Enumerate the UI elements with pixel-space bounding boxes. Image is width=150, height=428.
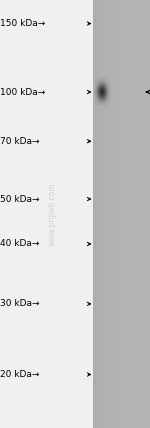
Text: 50 kDa→: 50 kDa→ — [0, 194, 39, 204]
Bar — [145, 0, 146, 428]
Text: 40 kDa→: 40 kDa→ — [0, 239, 39, 249]
Bar — [122, 0, 123, 428]
Bar — [128, 0, 129, 428]
Bar — [95, 0, 96, 428]
Bar — [106, 0, 107, 428]
Bar — [107, 0, 108, 428]
Bar — [132, 0, 133, 428]
Bar — [124, 0, 125, 428]
Bar — [112, 0, 113, 428]
Bar — [108, 0, 109, 428]
Bar — [149, 0, 150, 428]
Bar — [116, 0, 117, 428]
Text: 20 kDa→: 20 kDa→ — [0, 370, 39, 379]
Bar — [129, 0, 130, 428]
Text: 100 kDa→: 100 kDa→ — [0, 87, 45, 97]
Bar — [104, 0, 105, 428]
Bar — [98, 0, 99, 428]
Bar — [126, 0, 127, 428]
Bar — [147, 0, 148, 428]
Bar — [105, 0, 106, 428]
Bar — [134, 0, 135, 428]
Bar — [115, 0, 116, 428]
Bar — [135, 0, 136, 428]
Bar — [94, 0, 95, 428]
Bar — [99, 0, 100, 428]
Bar — [101, 0, 102, 428]
Bar — [93, 0, 94, 428]
Bar — [142, 0, 143, 428]
Bar — [121, 0, 122, 428]
Bar — [133, 0, 134, 428]
Bar — [100, 0, 101, 428]
Bar — [119, 0, 120, 428]
Bar — [103, 0, 104, 428]
Bar — [110, 0, 111, 428]
Bar — [136, 0, 137, 428]
Bar — [117, 0, 118, 428]
Bar — [140, 0, 141, 428]
Bar — [96, 0, 97, 428]
Bar — [114, 0, 115, 428]
Bar — [120, 0, 121, 428]
Bar — [146, 0, 147, 428]
Bar — [139, 0, 140, 428]
Bar — [109, 0, 110, 428]
Text: www.ptglab.com: www.ptglab.com — [48, 182, 57, 246]
Bar — [148, 0, 149, 428]
Bar — [102, 0, 103, 428]
Bar — [123, 0, 124, 428]
Bar — [111, 0, 112, 428]
Bar — [137, 0, 138, 428]
Bar — [141, 0, 142, 428]
Bar — [143, 0, 144, 428]
Bar — [130, 0, 131, 428]
Text: 30 kDa→: 30 kDa→ — [0, 299, 39, 309]
Bar — [144, 0, 145, 428]
Bar — [118, 0, 119, 428]
Bar — [127, 0, 128, 428]
Bar — [138, 0, 139, 428]
Bar — [113, 0, 114, 428]
Bar — [97, 0, 98, 428]
Bar — [125, 0, 126, 428]
Text: 70 kDa→: 70 kDa→ — [0, 137, 39, 146]
Text: 150 kDa→: 150 kDa→ — [0, 19, 45, 28]
